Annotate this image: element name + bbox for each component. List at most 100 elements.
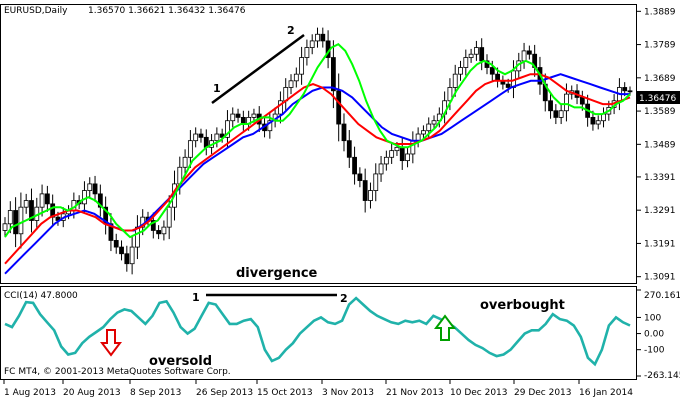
time-tick-label: 3 Nov 2013 — [322, 388, 374, 398]
candle-body — [489, 67, 495, 75]
candle-body — [627, 90, 633, 93]
candle-body — [463, 57, 469, 68]
candle-body — [431, 120, 437, 125]
price-divergence-line — [211, 33, 305, 105]
candle-body — [304, 47, 310, 58]
price-axis: 1.3889 1.3789 1.3689 1.3589 1.3489 1.3391 1.32… — [637, 7, 676, 283]
candle-body — [230, 113, 236, 122]
time-tick-label: 26 Sep 2013 — [196, 388, 253, 398]
candle-body — [341, 123, 347, 142]
candle-body — [13, 210, 18, 235]
candle-body — [119, 246, 124, 255]
candle-body — [479, 47, 485, 62]
candle-body — [590, 116, 596, 125]
current-price-marker — [637, 91, 680, 104]
price-tick-label: 1.3191 — [644, 239, 676, 249]
candle-body — [187, 140, 193, 158]
candle-body — [82, 190, 87, 205]
mid-ma-line — [4, 73, 631, 265]
oversold-arrow-icon — [100, 329, 122, 357]
candle-body — [357, 173, 363, 181]
candle-body — [129, 246, 135, 265]
time-tick-label: 10 Dec 2013 — [450, 388, 508, 398]
candle-body — [415, 133, 421, 142]
candle-body — [278, 100, 283, 115]
candle-body — [193, 133, 199, 142]
price-tick-label: 1.3091 — [644, 273, 676, 283]
candle-body — [29, 200, 34, 221]
time-tick-label: 15 Oct 2013 — [257, 388, 313, 398]
time-tick-label: 21 Nov 2013 — [386, 388, 444, 398]
candle-body — [18, 206, 24, 235]
candle-body — [92, 183, 98, 195]
candles — [2, 27, 633, 275]
overbought-label: overbought — [480, 298, 565, 313]
candle-body — [288, 80, 294, 88]
candle-body — [113, 240, 119, 248]
time-tick-label: 29 Dec 2013 — [514, 388, 572, 398]
candle-body — [399, 146, 405, 162]
candle-body — [161, 226, 167, 235]
price-panel-frame — [0, 4, 637, 284]
candle-body — [553, 110, 559, 118]
candle-body — [23, 200, 29, 208]
time-axis: 1 Aug 2013 20 Aug 2013 8 Sep 2013 26 Sep 20… — [3, 380, 633, 398]
fast-ma-line — [4, 42, 631, 239]
candle-body — [39, 193, 45, 208]
moving-averages — [4, 42, 631, 275]
price-tick-label: 1.3589 — [644, 107, 676, 117]
candle-body — [235, 113, 241, 118]
candle-body — [548, 100, 553, 112]
candle-body — [330, 57, 336, 92]
candle-body — [389, 150, 395, 158]
time-tick-label: 8 Sep 2013 — [130, 388, 181, 398]
overbought-arrow-icon — [434, 314, 456, 341]
cci-line — [4, 296, 631, 367]
candle-body — [383, 156, 389, 165]
price-tick-label: 1.3391 — [644, 173, 676, 183]
cci-tick-label: 100 — [644, 313, 661, 323]
candle-body — [225, 120, 230, 138]
cci-point-1: 1 — [192, 291, 200, 304]
candle-body — [251, 113, 257, 118]
candle-body — [362, 180, 368, 201]
cci-indicator — [4, 296, 631, 367]
chart-symbol: EURUSD,Daily — [4, 6, 68, 16]
price-point-1: 1 — [213, 82, 221, 95]
candle-body — [505, 83, 511, 88]
candle-body — [405, 153, 410, 162]
candle-body — [622, 87, 628, 92]
candle-body — [299, 57, 305, 75]
time-tick-label: 1 Aug 2013 — [4, 388, 56, 398]
candle-body — [166, 206, 172, 228]
cci-axis: 270.1617 100 0.00 -100 -263.1455 — [637, 289, 680, 381]
candle-body — [426, 123, 432, 132]
candle-body — [336, 90, 342, 125]
candle-body — [315, 33, 320, 42]
candle-body — [2, 223, 8, 231]
chart-ohlc: 1.36570 1.36621 1.36432 1.36476 — [88, 6, 246, 16]
candle-body — [378, 163, 384, 175]
candle-body — [579, 97, 585, 105]
candle-body — [521, 50, 527, 62]
price-tick-label: 1.3489 — [644, 140, 676, 150]
candle-body — [124, 253, 130, 265]
candle-body — [368, 190, 373, 201]
cci-tick-label: -100 — [644, 346, 665, 356]
candle-body — [182, 156, 188, 168]
candle-body — [7, 210, 13, 225]
candle-body — [293, 73, 299, 82]
cci-tick-label: 0.00 — [644, 330, 664, 340]
candle-body — [309, 40, 315, 48]
candle-body — [198, 133, 204, 138]
candle-body — [595, 120, 601, 125]
candle-body — [44, 193, 50, 205]
slow-ma-line — [4, 73, 630, 275]
current-price-label: 1.36476 — [639, 94, 676, 104]
candle-body — [468, 53, 474, 58]
price-tick-label: 1.3789 — [644, 41, 676, 51]
candle-body — [214, 133, 220, 142]
candle-body — [526, 50, 532, 55]
cci-point-2: 2 — [340, 292, 348, 305]
